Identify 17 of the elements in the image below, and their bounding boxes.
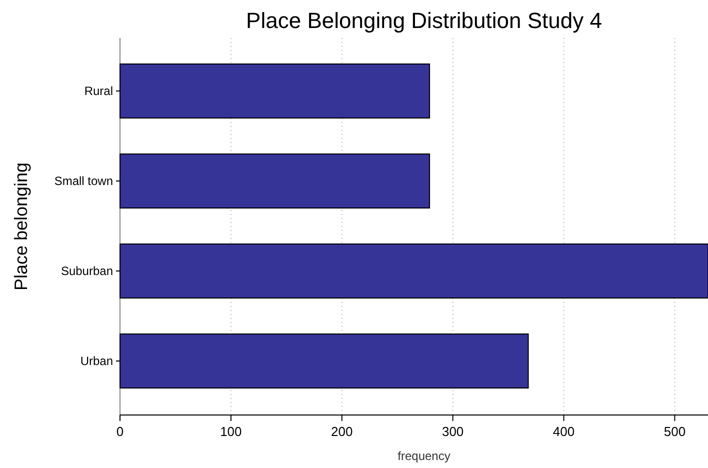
y-tick-label: Suburban bbox=[60, 264, 113, 278]
x-tick-label: 0 bbox=[116, 424, 124, 439]
bar bbox=[120, 244, 708, 298]
x-tick-label: 300 bbox=[442, 424, 464, 439]
x-tick-label: 200 bbox=[331, 424, 353, 439]
y-tick-label: Small town bbox=[54, 174, 113, 188]
x-axis-title: frequency bbox=[398, 449, 450, 463]
bar bbox=[120, 334, 529, 388]
chart-title: Place Belonging Distribution Study 4 bbox=[246, 8, 602, 33]
x-tick-label: 500 bbox=[664, 424, 686, 439]
y-tick-label: Rural bbox=[84, 84, 113, 98]
y-axis-title: Place belonging bbox=[11, 162, 31, 291]
x-tick-label: 100 bbox=[220, 424, 242, 439]
x-tick-label: 400 bbox=[552, 424, 575, 439]
bar bbox=[120, 154, 430, 208]
y-tick-label: Urban bbox=[80, 354, 113, 368]
bar bbox=[120, 64, 430, 118]
